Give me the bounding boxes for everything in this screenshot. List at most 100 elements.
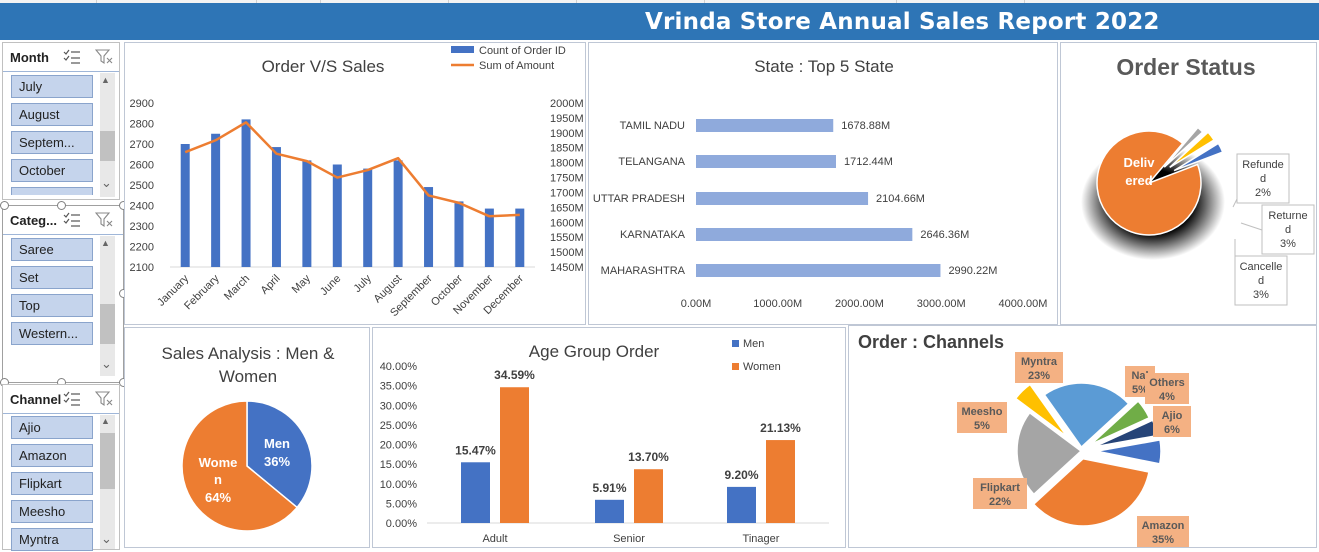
order-vs-sales-panel[interactable]: Order V/S Sales Count of Order ID Sum of… [124, 42, 586, 325]
chart-title: State : Top 5 State [754, 57, 894, 76]
scroll-up-icon[interactable]: ▲ [101, 416, 110, 426]
y-tick-label: KARNATAKA [620, 229, 686, 241]
month-slicer-header: Month [3, 43, 119, 72]
x-tick-label: Tinager [743, 533, 780, 545]
data-label: 1712.44M [844, 156, 893, 168]
y-tick-label: 20.00% [380, 440, 418, 452]
multi-select-icon[interactable] [63, 391, 81, 407]
report-title-bar: Vrinda Store Annual Sales Report 2022 [0, 3, 1319, 40]
chart-title: Order V/S Sales [261, 57, 385, 76]
top-states-panel[interactable]: State : Top 5 State TAMIL NADU 1678.88M TE… [588, 42, 1058, 325]
slicer-item-july[interactable]: July [11, 75, 93, 98]
slicer-item-meesho[interactable]: Meesho [11, 500, 93, 523]
scroll-down-icon[interactable]: ⌄ [101, 531, 112, 546]
channel-slicer-scroll-thumb[interactable] [100, 433, 115, 489]
pie-value-men: 36% [264, 454, 290, 469]
clear-filter-icon[interactable] [95, 391, 113, 407]
legend-women: Women [743, 361, 781, 373]
pie-slice-wome-n [181, 400, 299, 532]
y-tick-label: 0.00% [386, 518, 417, 530]
resize-handle[interactable] [0, 201, 9, 210]
bar [515, 208, 525, 267]
pie-slice-meesho [1014, 383, 1068, 438]
slicer-item-flipkart[interactable]: Flipkart [11, 472, 93, 495]
chart-title: Sales Analysis : Men & Women [161, 344, 335, 386]
pie-slice-myntra [1043, 382, 1130, 449]
y2-tick-label: 1450M [550, 262, 584, 274]
x-tick-label: 2000.00M [835, 298, 884, 310]
data-label: 9.20% [724, 468, 758, 482]
order-channels-panel[interactable]: Order : Channels Amazon 35% Flipkart 22% Mee… [848, 325, 1317, 548]
pie-value-nalli: 5% [1132, 384, 1148, 396]
slicer-item-amazon[interactable]: Amazon [11, 444, 93, 467]
slicer-item-ajio[interactable]: Ajio [11, 416, 93, 439]
sales-gender-panel[interactable]: Sales Analysis : Men & Women Men 36% Wome n… [124, 327, 370, 548]
callout-box-flipkart [973, 478, 1027, 509]
y2-tick-label: 2000M [550, 98, 584, 110]
pie-slice-men [246, 400, 313, 509]
leader-line [1240, 222, 1263, 231]
y-tick-label: 2600 [130, 160, 154, 172]
data-label: 1678.88M [841, 120, 890, 132]
y-tick-label: TAMIL NADU [620, 120, 685, 132]
category-slicer-scroll-thumb[interactable] [100, 304, 115, 344]
pie-value-amazon: 35% [1152, 534, 1174, 546]
data-label: 15.47% [455, 443, 496, 457]
pie-label-refunde-d: 2% [1255, 187, 1271, 199]
data-label: 34.59% [494, 368, 535, 382]
multi-select-icon[interactable] [63, 49, 81, 65]
pie-slice-flipkart [1016, 411, 1083, 496]
category-slicer-header: Categ... [3, 206, 123, 235]
resize-handle[interactable] [57, 201, 66, 210]
pie-value-ajio: 6% [1164, 424, 1180, 436]
callout-box-others [1145, 373, 1189, 404]
sales-gender-chart: Men 36% Wome n 64% [181, 400, 313, 532]
data-label: 13.70% [628, 450, 669, 464]
y2-tick-label: 1850M [550, 143, 584, 155]
x-tick-label: Senior [613, 533, 645, 545]
scroll-down-icon[interactable]: ⌄ [101, 356, 112, 371]
x-tick-label: Adult [482, 533, 507, 545]
bar [180, 144, 190, 267]
y-tick-label: 40.00% [380, 361, 418, 373]
pie-value-women: 64% [205, 490, 231, 505]
clear-filter-icon[interactable] [95, 49, 113, 65]
pie-label-women: n [214, 472, 222, 487]
slicer-item-saree[interactable]: Saree [11, 238, 93, 261]
slicer-item-partial[interactable] [11, 187, 93, 195]
order-vs-sales-chart: Count of Order ID Sum of Amount 2100 2200… [130, 45, 584, 319]
callout-box-myntra [1015, 352, 1063, 383]
bar [696, 192, 869, 205]
pie-label-meesho: Meesho [962, 406, 1003, 418]
slicer-item-western[interactable]: Western... [11, 322, 93, 345]
slicer-item-august[interactable]: August [11, 103, 93, 126]
slicer-item-set[interactable]: Set [11, 266, 93, 289]
scroll-up-icon[interactable]: ▲ [101, 75, 110, 85]
slicer-item-september[interactable]: Septem... [11, 131, 93, 154]
slicer-item-top[interactable]: Top [11, 294, 93, 317]
month-slicer-scroll-thumb[interactable] [100, 131, 115, 161]
slicer-item-myntra[interactable]: Myntra [11, 528, 93, 551]
slicer-item-october[interactable]: October [11, 159, 93, 182]
order-status-panel[interactable]: Order Status Deliv ered Refunde d 2% Returne d… [1060, 42, 1317, 325]
multi-select-icon[interactable] [63, 212, 81, 228]
pie-label-women: Wome [199, 455, 238, 470]
y-tick-label: 10.00% [380, 479, 418, 491]
age-group-panel[interactable]: Age Group Order Men Women 0.00% 5.00% 10.0… [372, 327, 846, 548]
callout-box-ajio [1153, 406, 1191, 437]
bar [271, 147, 281, 267]
clear-filter-icon[interactable] [95, 212, 113, 228]
pie-label-nalli: Nal [1131, 370, 1148, 382]
bar-women [634, 469, 663, 523]
pie-slice-refunde-d [1163, 126, 1204, 168]
channel-slicer: Channel Ajio Amazon Flipkart Meesho Mynt… [2, 384, 120, 551]
scroll-up-icon[interactable]: ▲ [101, 238, 110, 248]
top-states-chart: TAMIL NADU 1678.88M TELANGANA 1712.44M UTTAR… [593, 119, 1047, 310]
order-channels-chart: Amazon 35% Flipkart 22% Meesho 5% Myntra 23% Nal… [957, 352, 1191, 547]
bar [302, 160, 312, 267]
y-tick-label: 2700 [130, 139, 154, 151]
scroll-down-icon[interactable]: ⌄ [101, 175, 112, 190]
leader-line [1232, 198, 1238, 208]
y2-tick-label: 1800M [550, 158, 584, 170]
pie-label-returne-d: d [1285, 224, 1291, 236]
